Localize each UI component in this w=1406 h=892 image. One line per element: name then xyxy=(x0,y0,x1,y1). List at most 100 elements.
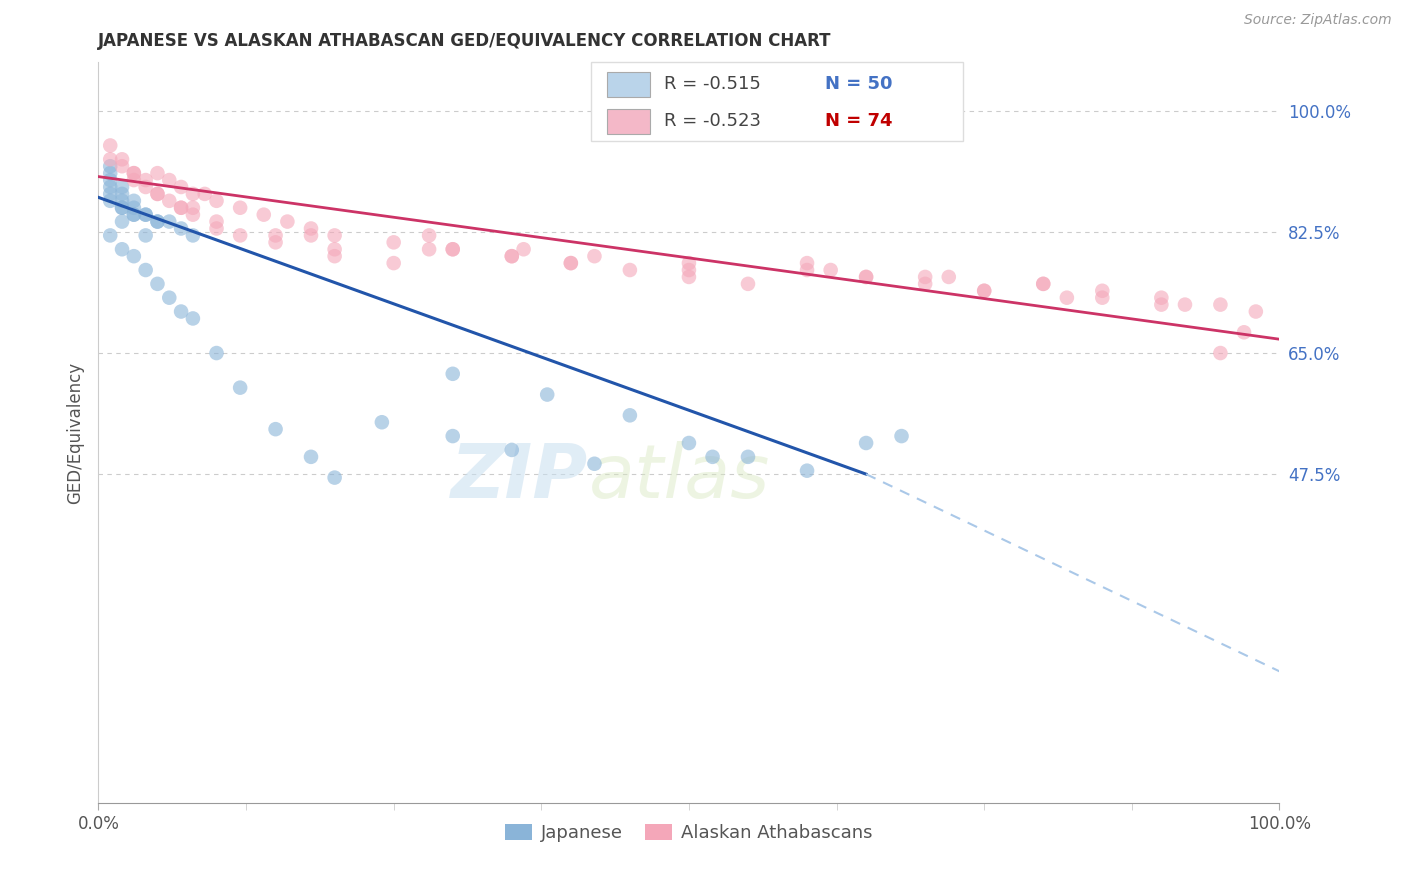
Point xyxy=(205,194,228,208)
Point xyxy=(678,436,700,450)
Point xyxy=(111,153,134,167)
Point xyxy=(122,166,145,180)
Point xyxy=(1032,277,1054,291)
Point xyxy=(1091,291,1114,305)
Text: ZIP: ZIP xyxy=(451,441,589,514)
Point xyxy=(1032,277,1054,291)
Point xyxy=(98,186,121,201)
Point xyxy=(205,221,228,235)
Point xyxy=(135,263,157,277)
Point xyxy=(111,201,134,215)
Point xyxy=(276,214,298,228)
Point xyxy=(737,277,759,291)
Point xyxy=(678,263,700,277)
Point xyxy=(418,242,440,256)
Text: N = 50: N = 50 xyxy=(825,75,893,93)
Point xyxy=(181,228,204,243)
Point xyxy=(1150,291,1173,305)
Point xyxy=(229,201,252,215)
Point xyxy=(583,457,606,471)
Point xyxy=(441,367,464,381)
Point xyxy=(512,242,534,256)
Point xyxy=(702,450,724,464)
Point xyxy=(323,249,346,263)
Point xyxy=(98,138,121,153)
Point xyxy=(98,228,121,243)
Point xyxy=(181,208,204,222)
Point xyxy=(157,194,180,208)
Point xyxy=(1244,304,1267,318)
Point xyxy=(98,194,121,208)
Point xyxy=(973,284,995,298)
Point xyxy=(914,269,936,284)
Point xyxy=(264,228,287,243)
Point xyxy=(560,256,582,270)
Point xyxy=(501,249,523,263)
Point xyxy=(135,208,157,222)
Point xyxy=(205,214,228,228)
Text: Source: ZipAtlas.com: Source: ZipAtlas.com xyxy=(1244,13,1392,28)
Point xyxy=(170,201,193,215)
Point xyxy=(146,214,169,228)
Point xyxy=(264,235,287,250)
Point xyxy=(146,277,169,291)
Point xyxy=(299,228,322,243)
Point xyxy=(181,186,204,201)
Point xyxy=(170,180,193,194)
Point xyxy=(973,284,995,298)
Point xyxy=(619,409,641,423)
Point xyxy=(146,186,169,201)
Point xyxy=(122,201,145,215)
Point xyxy=(157,291,180,305)
Point xyxy=(98,180,121,194)
Point xyxy=(122,249,145,263)
Point xyxy=(194,186,217,201)
Point xyxy=(560,256,582,270)
Point xyxy=(181,201,204,215)
Legend: Japanese, Alaskan Athabascans: Japanese, Alaskan Athabascans xyxy=(498,816,880,849)
Point xyxy=(890,429,912,443)
Text: R = -0.515: R = -0.515 xyxy=(664,75,761,93)
Point xyxy=(583,249,606,263)
Text: N = 74: N = 74 xyxy=(825,112,893,130)
Point xyxy=(855,269,877,284)
Point xyxy=(135,208,157,222)
Point xyxy=(253,208,276,222)
Point xyxy=(855,436,877,450)
Point xyxy=(796,263,818,277)
Point xyxy=(122,194,145,208)
Point xyxy=(441,242,464,256)
Point xyxy=(855,269,877,284)
Point xyxy=(1209,346,1232,360)
Point xyxy=(146,166,169,180)
Point xyxy=(737,450,759,464)
Point xyxy=(135,228,157,243)
Point xyxy=(382,256,405,270)
Point xyxy=(536,387,558,401)
Point xyxy=(796,256,818,270)
Point xyxy=(181,311,204,326)
Point xyxy=(441,242,464,256)
Point xyxy=(1150,297,1173,311)
Point xyxy=(98,173,121,187)
Point xyxy=(111,201,134,215)
Point xyxy=(323,228,346,243)
Point xyxy=(111,214,134,228)
Point xyxy=(111,159,134,173)
Text: atlas: atlas xyxy=(589,441,770,513)
Point xyxy=(98,153,121,167)
Point xyxy=(501,442,523,457)
Point xyxy=(1091,284,1114,298)
Point xyxy=(122,208,145,222)
Point xyxy=(170,201,193,215)
Point xyxy=(441,429,464,443)
Point xyxy=(98,159,121,173)
Point xyxy=(111,186,134,201)
Point xyxy=(205,346,228,360)
Text: R = -0.523: R = -0.523 xyxy=(664,112,761,130)
Point xyxy=(371,415,394,429)
Point xyxy=(914,277,936,291)
Point xyxy=(146,186,169,201)
Point xyxy=(938,269,960,284)
Point xyxy=(501,249,523,263)
